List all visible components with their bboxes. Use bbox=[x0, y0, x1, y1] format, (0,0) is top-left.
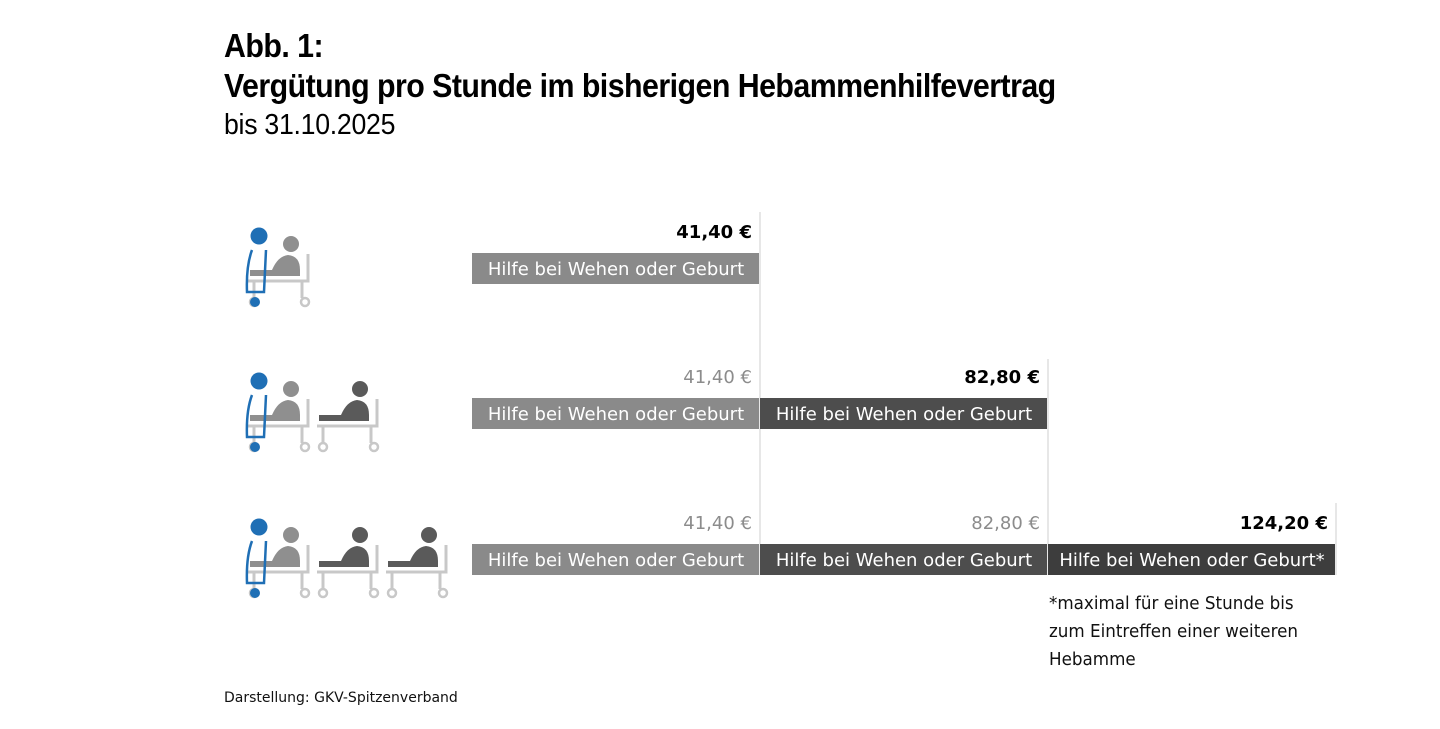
value-label: 41,40 € bbox=[683, 367, 752, 388]
wheel-icon bbox=[299, 296, 311, 308]
wheel-icon bbox=[386, 587, 398, 599]
midwife-head-icon bbox=[250, 518, 268, 536]
patient-head-icon bbox=[283, 381, 299, 397]
row-icon-group bbox=[245, 518, 449, 599]
patient-body-icon bbox=[319, 400, 369, 421]
bed-icon bbox=[317, 399, 379, 428]
footnote-line: *maximal für eine Stunde bis bbox=[1049, 593, 1294, 614]
bar-segment bbox=[472, 253, 759, 284]
bed-icon bbox=[248, 254, 310, 283]
bed-icon bbox=[248, 545, 310, 574]
midwife-wheel-icon bbox=[250, 588, 260, 598]
footnote-line: zum Eintreffen einer weiteren bbox=[1049, 621, 1298, 642]
bar-label: Hilfe bei Wehen oder Geburt bbox=[488, 259, 744, 280]
bar-segment bbox=[1048, 544, 1335, 575]
midwife-head-icon bbox=[250, 372, 268, 390]
chart-subtitle: bis 31.10.2025 bbox=[224, 109, 396, 141]
bar-label: Hilfe bei Wehen oder Geburt* bbox=[1059, 550, 1324, 571]
midwife-body-icon bbox=[245, 249, 268, 294]
bar-label: Hilfe bei Wehen oder Geburt bbox=[776, 404, 1032, 425]
bed-icon bbox=[248, 399, 310, 428]
value-label: 82,80 € bbox=[964, 367, 1040, 388]
patient-head-icon bbox=[352, 527, 368, 543]
wheel-icon bbox=[437, 587, 449, 599]
source-note: Darstellung: GKV-Spitzenverband bbox=[224, 690, 458, 706]
patient-body-icon bbox=[319, 546, 369, 567]
patient-body-icon bbox=[250, 255, 300, 276]
figure-label: Abb. 1: bbox=[224, 27, 324, 64]
patient-head-icon bbox=[421, 527, 437, 543]
value-label: 82,80 € bbox=[971, 513, 1040, 534]
value-label: 124,20 € bbox=[1240, 513, 1328, 534]
wheel-icon bbox=[368, 587, 380, 599]
midwife-wheel-icon bbox=[250, 442, 260, 452]
footnote-line: Hebamme bbox=[1049, 649, 1136, 670]
bar-label: Hilfe bei Wehen oder Geburt bbox=[776, 550, 1032, 571]
midwife-body-icon bbox=[245, 540, 268, 585]
title-block: Abb. 1: Vergütung pro Stunde im bisherig… bbox=[224, 26, 1128, 142]
midwife-body-icon bbox=[245, 394, 268, 439]
bar-label: Hilfe bei Wehen oder Geburt bbox=[488, 404, 744, 425]
footnote: *maximal für eine Stunde bis zum Eintref… bbox=[1049, 590, 1319, 674]
midwife-wheel-icon bbox=[250, 297, 260, 307]
patient-head-icon bbox=[283, 527, 299, 543]
patient-head-icon bbox=[352, 381, 368, 397]
wheel-icon bbox=[299, 587, 311, 599]
bar-segment bbox=[472, 544, 759, 575]
wheel-icon bbox=[368, 441, 380, 453]
bar-segment bbox=[472, 398, 759, 429]
value-label: 41,40 € bbox=[683, 513, 752, 534]
bar-segment bbox=[760, 398, 1047, 429]
bed-icon bbox=[317, 545, 379, 574]
row-icon-group bbox=[245, 372, 380, 453]
bed-icon bbox=[386, 545, 448, 574]
patient-body-icon bbox=[250, 546, 300, 567]
patient-body-icon bbox=[250, 400, 300, 421]
bar-label: Hilfe bei Wehen oder Geburt bbox=[488, 550, 744, 571]
midwife-head-icon bbox=[250, 227, 268, 245]
wheel-icon bbox=[317, 441, 329, 453]
bar-segment bbox=[760, 544, 1047, 575]
patient-head-icon bbox=[283, 236, 299, 252]
chart-title: Vergütung pro Stunde im bisherigen Hebam… bbox=[224, 67, 1056, 104]
value-label: 41,40 € bbox=[676, 222, 752, 243]
row-icon-group bbox=[245, 227, 311, 308]
wheel-icon bbox=[317, 587, 329, 599]
wheel-icon bbox=[299, 441, 311, 453]
patient-body-icon bbox=[388, 546, 438, 567]
